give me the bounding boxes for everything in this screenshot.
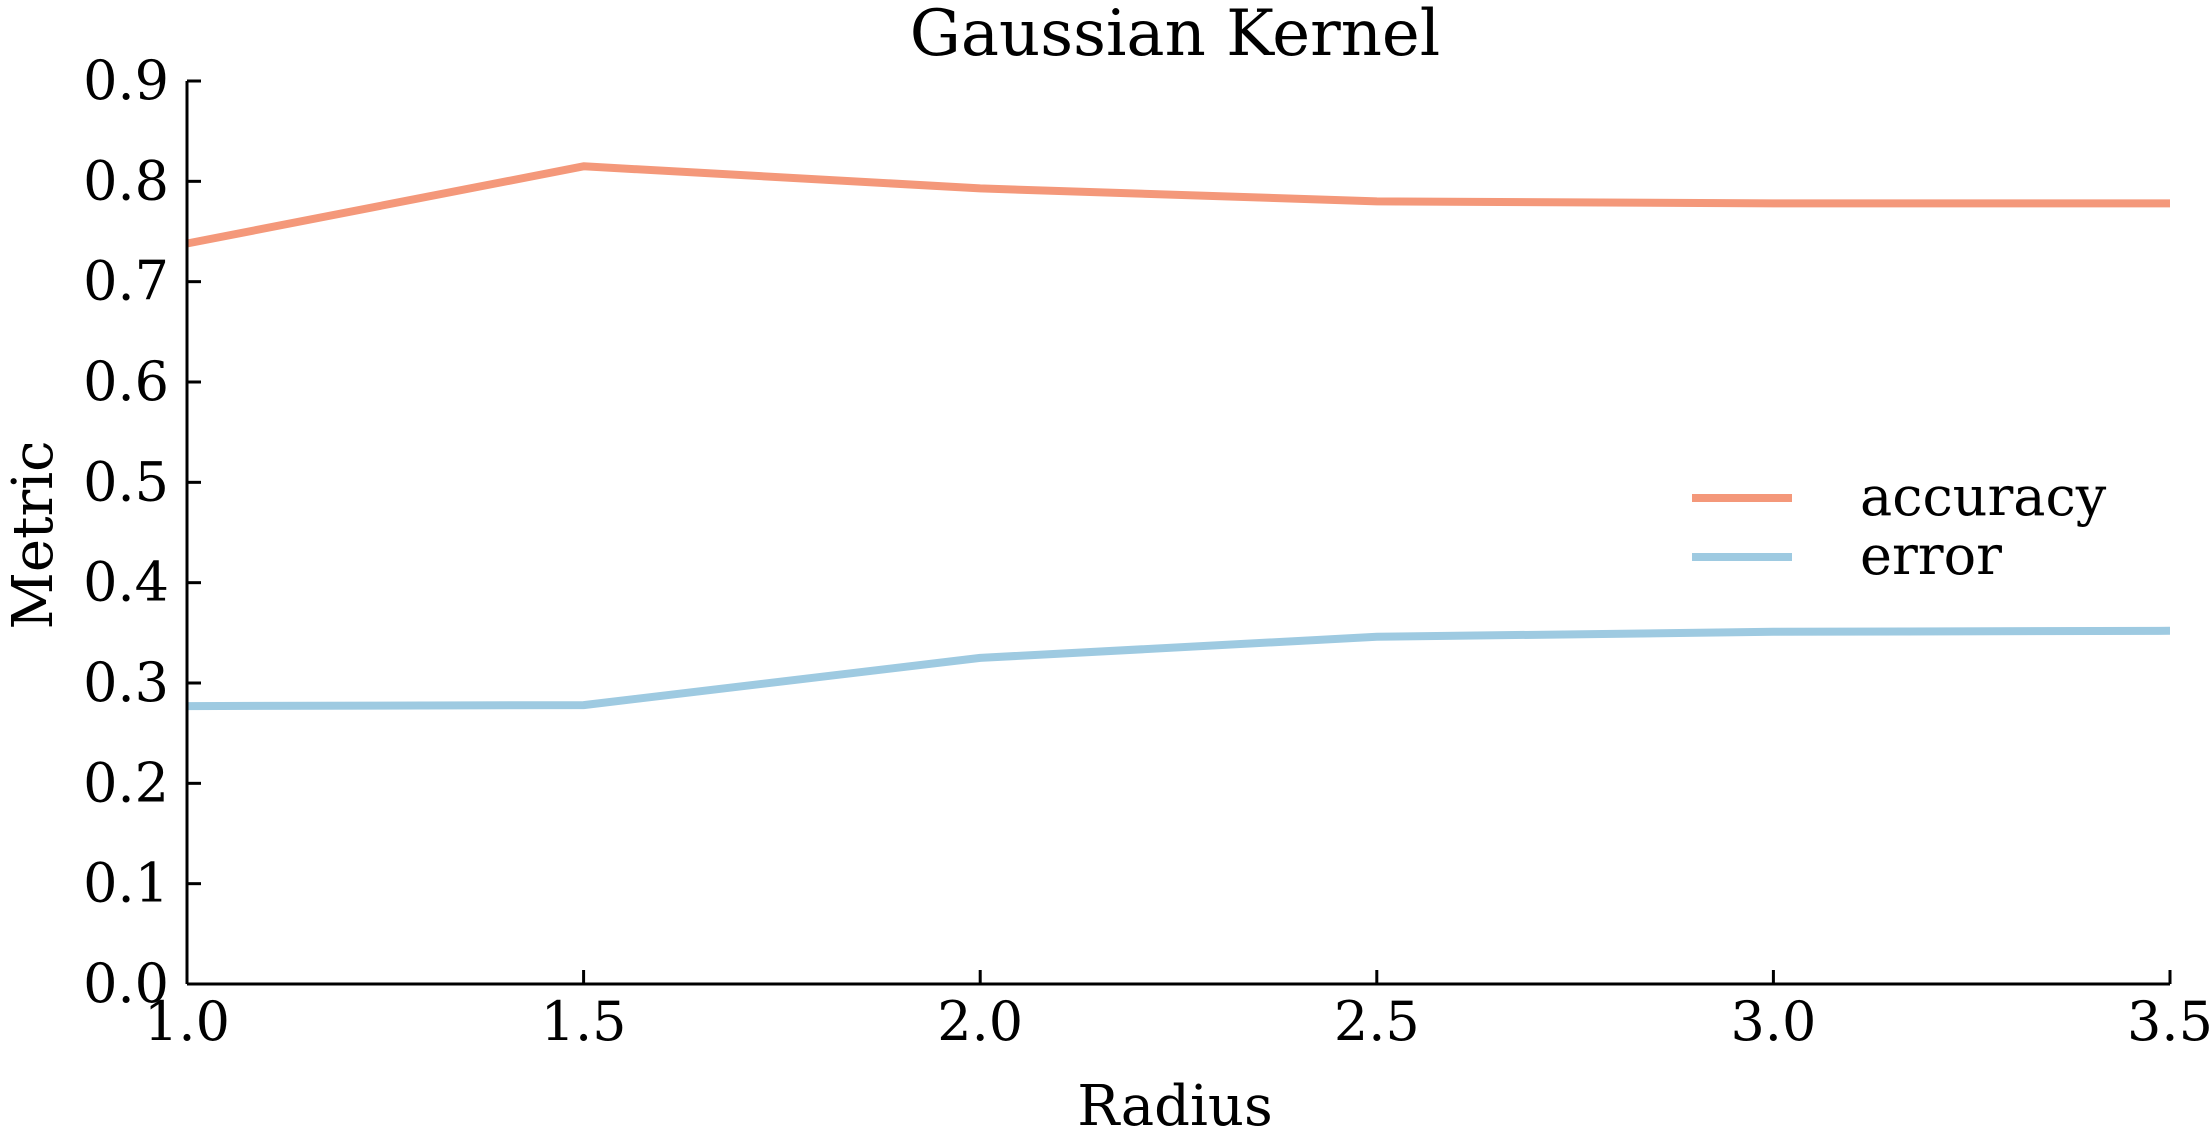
y-tick-label: 0.8	[83, 149, 169, 212]
series-lines	[186, 162, 2171, 711]
y-tick-label: 0.5	[83, 450, 169, 513]
y-tick-label: 0.2	[83, 751, 169, 814]
x-axis-title: Radius	[1077, 1074, 1272, 1139]
series-line-accuracy	[186, 162, 2170, 248]
y-tick-label: 0.1	[83, 852, 169, 915]
y-tick-label: 0.6	[83, 350, 169, 413]
x-tick-label: 2.5	[1334, 990, 1420, 1053]
y-tick-label: 0.7	[83, 250, 169, 313]
x-tick-label: 1.5	[541, 990, 627, 1053]
y-tick-label: 0.3	[83, 651, 169, 714]
legend-label-error: error	[1860, 524, 2002, 587]
axes	[185, 81, 2170, 986]
x-tick-label: 3.0	[1730, 990, 1816, 1053]
y-tick-label: 0.4	[83, 551, 169, 614]
y-tick-label: 0.9	[83, 49, 169, 112]
x-tick-label: 1.0	[144, 990, 230, 1053]
y-axis-title: Metric	[1, 440, 66, 629]
chart-title: Gaussian Kernel	[910, 0, 1441, 71]
x-tick-label: 2.0	[937, 990, 1023, 1053]
series-line-error	[186, 626, 2171, 711]
x-tick-label: 3.5	[2127, 990, 2209, 1053]
legend-label-accuracy: accuracy	[1860, 465, 2107, 528]
ticks: 1.0 1.5 2.0 2.5 3.0 3.5 0.0 0.1 0.2 0.3 0.4 0.5 0.6 0…	[83, 49, 2209, 1053]
y-tick-label: 0.0	[83, 952, 169, 1015]
